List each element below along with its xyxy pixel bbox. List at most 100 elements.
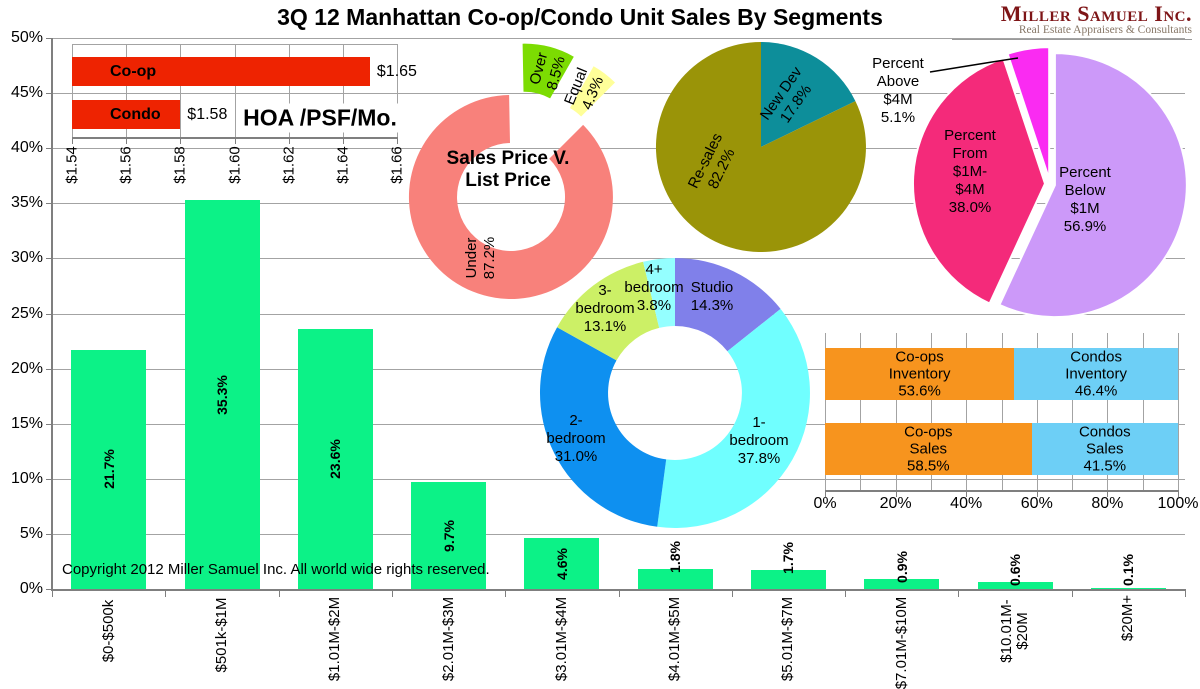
y-tick-label: 20% <box>10 359 43 377</box>
main-gridline <box>52 93 1185 95</box>
hoa-axis-line <box>72 137 398 139</box>
y-tick-label: 0% <box>19 580 43 597</box>
bar-value-label: 9.7% <box>440 519 457 552</box>
y-axis-tick <box>46 258 52 260</box>
logo-tagline: Real Estate Appraisers & Consultants <box>1018 24 1192 36</box>
hoa-gridline <box>72 44 73 137</box>
y-axis-tick <box>46 38 52 39</box>
y-axis-tick <box>46 478 52 480</box>
y-axis-line <box>51 38 53 591</box>
bar <box>184 200 260 589</box>
stacked-tick-label: 20% <box>879 495 912 512</box>
pie-price-tier-slice-label: Percent Above $4M 5.1% <box>872 55 924 126</box>
pie-sales-vs-list-slice-label: Equal 4.3% <box>561 65 608 113</box>
hoa-frame-top <box>72 44 397 45</box>
hoa-bar-value-label: $1.65 <box>376 63 417 80</box>
hoa-gridline <box>126 44 128 137</box>
x-category-label: $5.01M-$7M <box>779 596 797 682</box>
y-tick-label: 5% <box>19 524 43 542</box>
main-gridline <box>52 203 1185 205</box>
stacked-gridline <box>930 333 932 490</box>
hoa-tick-label: $1.60 <box>226 146 243 184</box>
pie-resales-newdev-slice-label: Re-sales 82.2% <box>684 130 739 192</box>
stacked-gridline <box>1001 333 1003 490</box>
hoa-bar <box>72 57 370 86</box>
logo-rule <box>952 39 1192 40</box>
donut-bedrooms-slice-label: Studio 14.3% <box>690 279 734 314</box>
main-gridline <box>52 148 1185 150</box>
y-axis-tick <box>46 533 52 535</box>
pie-resales-newdev-slice-label: New Dev 17.8% <box>756 63 816 127</box>
main-gridline <box>52 258 1185 260</box>
hoa-bar-name-label: Co-op <box>110 63 157 80</box>
donut-bedrooms-slice-label: 1- bedroom 37.8% <box>729 414 789 467</box>
hoa-gridline <box>234 44 236 137</box>
stacked-segment-label: Co-ops Inventory 53.6% <box>888 348 951 400</box>
stacked-gridline <box>1107 333 1109 490</box>
hoa-gridline <box>288 44 290 137</box>
stacked-gridline <box>966 333 968 490</box>
hoa-axis-tick <box>72 137 73 144</box>
stacked-gridline <box>860 333 862 490</box>
x-category-label: $10.01M- $20M <box>998 598 1032 663</box>
bar <box>71 349 147 589</box>
stacked-axis-tick <box>825 490 826 497</box>
hoa-tick-label: $1.66 <box>388 146 406 184</box>
logo: Miller Samuel Inc. Real Estate Appraiser… <box>952 3 1192 40</box>
donut-bedrooms-slice-label: 2- bedroom 31.0% <box>546 412 606 465</box>
x-category-label: $7.01M-$10M <box>892 596 910 689</box>
stacked-tick-label: 100% <box>1157 495 1199 512</box>
y-tick-label: 35% <box>10 194 43 212</box>
x-category-label: $3.01M-$4M <box>552 596 570 682</box>
bar <box>297 328 373 589</box>
pie-sales-vs-list-slice-label: Under 87.2% <box>463 236 498 280</box>
donut-bedrooms-slice-label: 4+ bedroom 3.8% <box>624 261 684 314</box>
x-axis-tick <box>1185 589 1186 597</box>
stacked-tick-label: 0% <box>813 495 837 512</box>
bar-value-label: 35.3% <box>214 374 230 415</box>
stacked-axis-line <box>825 490 1179 492</box>
stacked-gridline <box>825 333 826 490</box>
hoa-tick-label: $1.54 <box>63 146 81 184</box>
hoa-axis-tick <box>180 137 182 144</box>
stacked-axis-tick <box>1178 490 1179 497</box>
stacked-segment-label: Condos Sales 41.5% <box>1078 423 1131 475</box>
y-axis-tick <box>46 368 52 370</box>
y-tick-label: 30% <box>10 249 43 267</box>
stacked-axis-tick <box>966 490 968 497</box>
stacked-bar-segment <box>1031 423 1178 475</box>
x-category-label: $1.01M-$2M <box>326 596 344 682</box>
hoa-axis-tick <box>288 137 290 144</box>
hoa-tick-label: $1.56 <box>117 146 135 184</box>
bar <box>524 538 600 589</box>
x-axis-tick <box>1071 589 1073 597</box>
hoa-tick-label: $1.64 <box>334 146 352 184</box>
stacked-axis-tick <box>1107 490 1109 497</box>
hoa-gridline <box>397 44 398 137</box>
y-axis-tick <box>46 589 52 590</box>
bar <box>1090 587 1166 590</box>
x-axis-tick <box>618 589 620 597</box>
x-category-label: $20M+ <box>1119 594 1137 642</box>
pie-sales-vs-list-center-title: Sales Price V. List Price <box>446 148 570 191</box>
bar-value-label: 1.7% <box>780 542 797 575</box>
bar-value-label: 0.9% <box>893 551 910 584</box>
y-axis-tick <box>46 148 52 150</box>
bar-value-label: 0.6% <box>1007 554 1024 586</box>
stacked-bar-segment <box>825 423 1032 475</box>
stacked-gridline <box>1036 333 1038 490</box>
hoa-tick-label: $1.58 <box>171 146 189 184</box>
hoa-title: HOA /PSF/Mo. <box>236 103 404 133</box>
hoa-axis-tick <box>234 137 236 144</box>
logo-name: Miller Samuel Inc. <box>1000 1 1192 26</box>
bar <box>411 482 487 589</box>
bar <box>750 570 826 589</box>
y-tick-label: 40% <box>10 139 43 157</box>
bar-value-label: 21.7% <box>100 449 117 490</box>
hoa-axis-tick <box>342 137 344 144</box>
y-tick-label: 10% <box>10 469 43 487</box>
y-axis-tick <box>46 93 52 95</box>
hoa-bar <box>72 100 181 129</box>
x-axis-tick <box>52 589 53 597</box>
